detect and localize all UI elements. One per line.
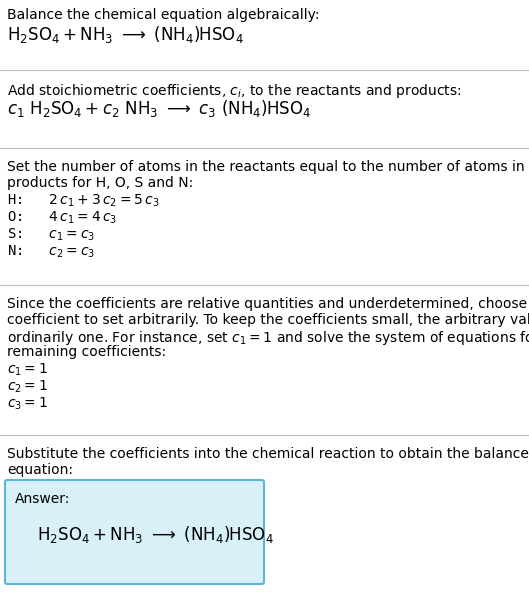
Text: Since the coefficients are relative quantities and underdetermined, choose a: Since the coefficients are relative quan… <box>7 297 529 311</box>
Text: N:   $c_2 = c_3$: N: $c_2 = c_3$ <box>7 244 95 260</box>
Text: $\mathrm{H_2SO_4 + NH_3 \ \longrightarrow \ (NH_4)HSO_4}$: $\mathrm{H_2SO_4 + NH_3 \ \longrightarro… <box>37 524 274 545</box>
Text: Set the number of atoms in the reactants equal to the number of atoms in the: Set the number of atoms in the reactants… <box>7 160 529 174</box>
Text: equation:: equation: <box>7 463 73 477</box>
Text: products for H, O, S and N:: products for H, O, S and N: <box>7 176 193 190</box>
Text: O:   $4\,c_1 = 4\,c_3$: O: $4\,c_1 = 4\,c_3$ <box>7 210 117 226</box>
Text: Balance the chemical equation algebraically:: Balance the chemical equation algebraica… <box>7 8 320 22</box>
Text: $c_2 = 1$: $c_2 = 1$ <box>7 379 48 395</box>
Text: $c_1\ \mathrm{H_2SO_4} + c_2\ \mathrm{NH_3} \ \longrightarrow \ c_3\ \mathrm{(NH: $c_1\ \mathrm{H_2SO_4} + c_2\ \mathrm{NH… <box>7 98 311 119</box>
FancyBboxPatch shape <box>5 480 264 584</box>
Text: $\mathrm{H_2SO_4 + NH_3 \ \longrightarrow \ (NH_4)HSO_4}$: $\mathrm{H_2SO_4 + NH_3 \ \longrightarro… <box>7 24 244 45</box>
Text: Substitute the coefficients into the chemical reaction to obtain the balanced: Substitute the coefficients into the che… <box>7 447 529 461</box>
Text: $c_1 = 1$: $c_1 = 1$ <box>7 362 48 378</box>
Text: S:   $c_1 = c_3$: S: $c_1 = c_3$ <box>7 227 95 243</box>
Text: $c_3 = 1$: $c_3 = 1$ <box>7 396 48 412</box>
Text: Answer:: Answer: <box>15 492 70 506</box>
Text: remaining coefficients:: remaining coefficients: <box>7 345 166 359</box>
Text: H:   $2\,c_1 + 3\,c_2 = 5\,c_3$: H: $2\,c_1 + 3\,c_2 = 5\,c_3$ <box>7 193 159 209</box>
Text: ordinarily one. For instance, set $c_1 = 1$ and solve the system of equations fo: ordinarily one. For instance, set $c_1 =… <box>7 329 529 347</box>
Text: Add stoichiometric coefficients, $c_i$, to the reactants and products:: Add stoichiometric coefficients, $c_i$, … <box>7 82 462 100</box>
Text: coefficient to set arbitrarily. To keep the coefficients small, the arbitrary va: coefficient to set arbitrarily. To keep … <box>7 313 529 327</box>
